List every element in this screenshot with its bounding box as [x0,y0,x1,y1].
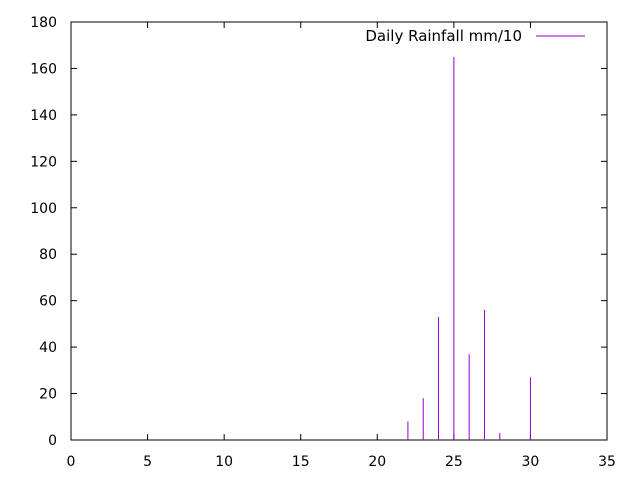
y-tick-label: 0 [48,433,57,449]
plot-frame [70,21,608,441]
y-tick-label: 180 [30,15,57,31]
x-tick-label: 5 [143,454,152,470]
y-tick-label: 40 [39,340,57,356]
y-tick-label: 80 [39,247,57,263]
y-tick-label: 120 [30,154,57,170]
y-tick-label: 100 [30,201,57,217]
x-tick-label: 20 [368,454,386,470]
legend: Daily Rainfall mm/10 [365,27,585,45]
x-axis-ticks: 0 5 10 15 20 25 30 35 [67,22,616,470]
y-tick-label: 160 [30,61,57,77]
x-tick-label: 10 [215,454,233,470]
x-tick-label: 15 [292,454,310,470]
legend-label: Daily Rainfall mm/10 [365,27,522,45]
rainfall-series [407,56,531,440]
y-tick-label: 20 [39,387,57,403]
x-tick-label: 0 [67,454,76,470]
y-tick-label: 140 [30,108,57,124]
x-tick-label: 25 [445,454,463,470]
y-axis-ticks: 0 20 40 60 80 100 120 140 160 180 [30,15,607,449]
x-tick-label: 35 [598,454,616,470]
x-tick-label: 30 [522,454,540,470]
y-tick-label: 60 [39,294,57,310]
